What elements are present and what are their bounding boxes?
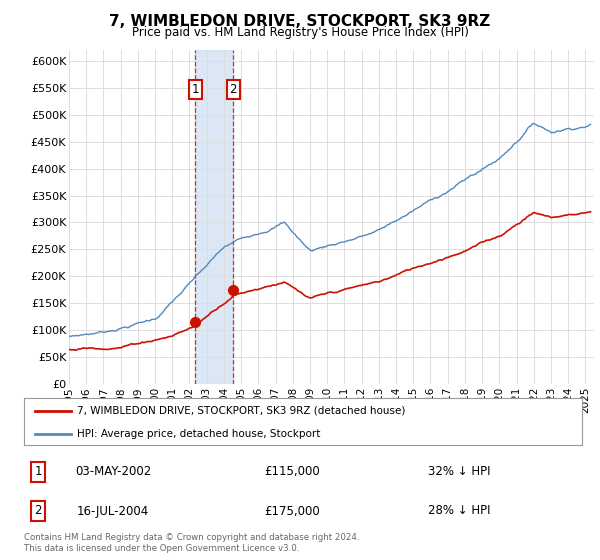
Text: 2: 2: [229, 82, 237, 96]
Text: 7, WIMBLEDON DRIVE, STOCKPORT, SK3 9RZ (detached house): 7, WIMBLEDON DRIVE, STOCKPORT, SK3 9RZ (…: [77, 406, 406, 416]
Text: 03-MAY-2002: 03-MAY-2002: [75, 465, 151, 478]
Text: 16-JUL-2004: 16-JUL-2004: [77, 505, 149, 517]
Bar: [196, 50, 233, 384]
Text: 1: 1: [34, 465, 42, 478]
Text: £175,000: £175,000: [264, 505, 320, 517]
Text: £115,000: £115,000: [264, 465, 320, 478]
Text: 2: 2: [34, 505, 42, 517]
Text: Price paid vs. HM Land Registry's House Price Index (HPI): Price paid vs. HM Land Registry's House …: [131, 26, 469, 39]
Text: 28% ↓ HPI: 28% ↓ HPI: [428, 505, 490, 517]
Text: 7, WIMBLEDON DRIVE, STOCKPORT, SK3 9RZ: 7, WIMBLEDON DRIVE, STOCKPORT, SK3 9RZ: [109, 14, 491, 29]
Text: 1: 1: [191, 82, 199, 96]
Text: 32% ↓ HPI: 32% ↓ HPI: [428, 465, 490, 478]
Text: HPI: Average price, detached house, Stockport: HPI: Average price, detached house, Stoc…: [77, 429, 320, 439]
Text: Contains HM Land Registry data © Crown copyright and database right 2024.
This d: Contains HM Land Registry data © Crown c…: [24, 533, 359, 553]
